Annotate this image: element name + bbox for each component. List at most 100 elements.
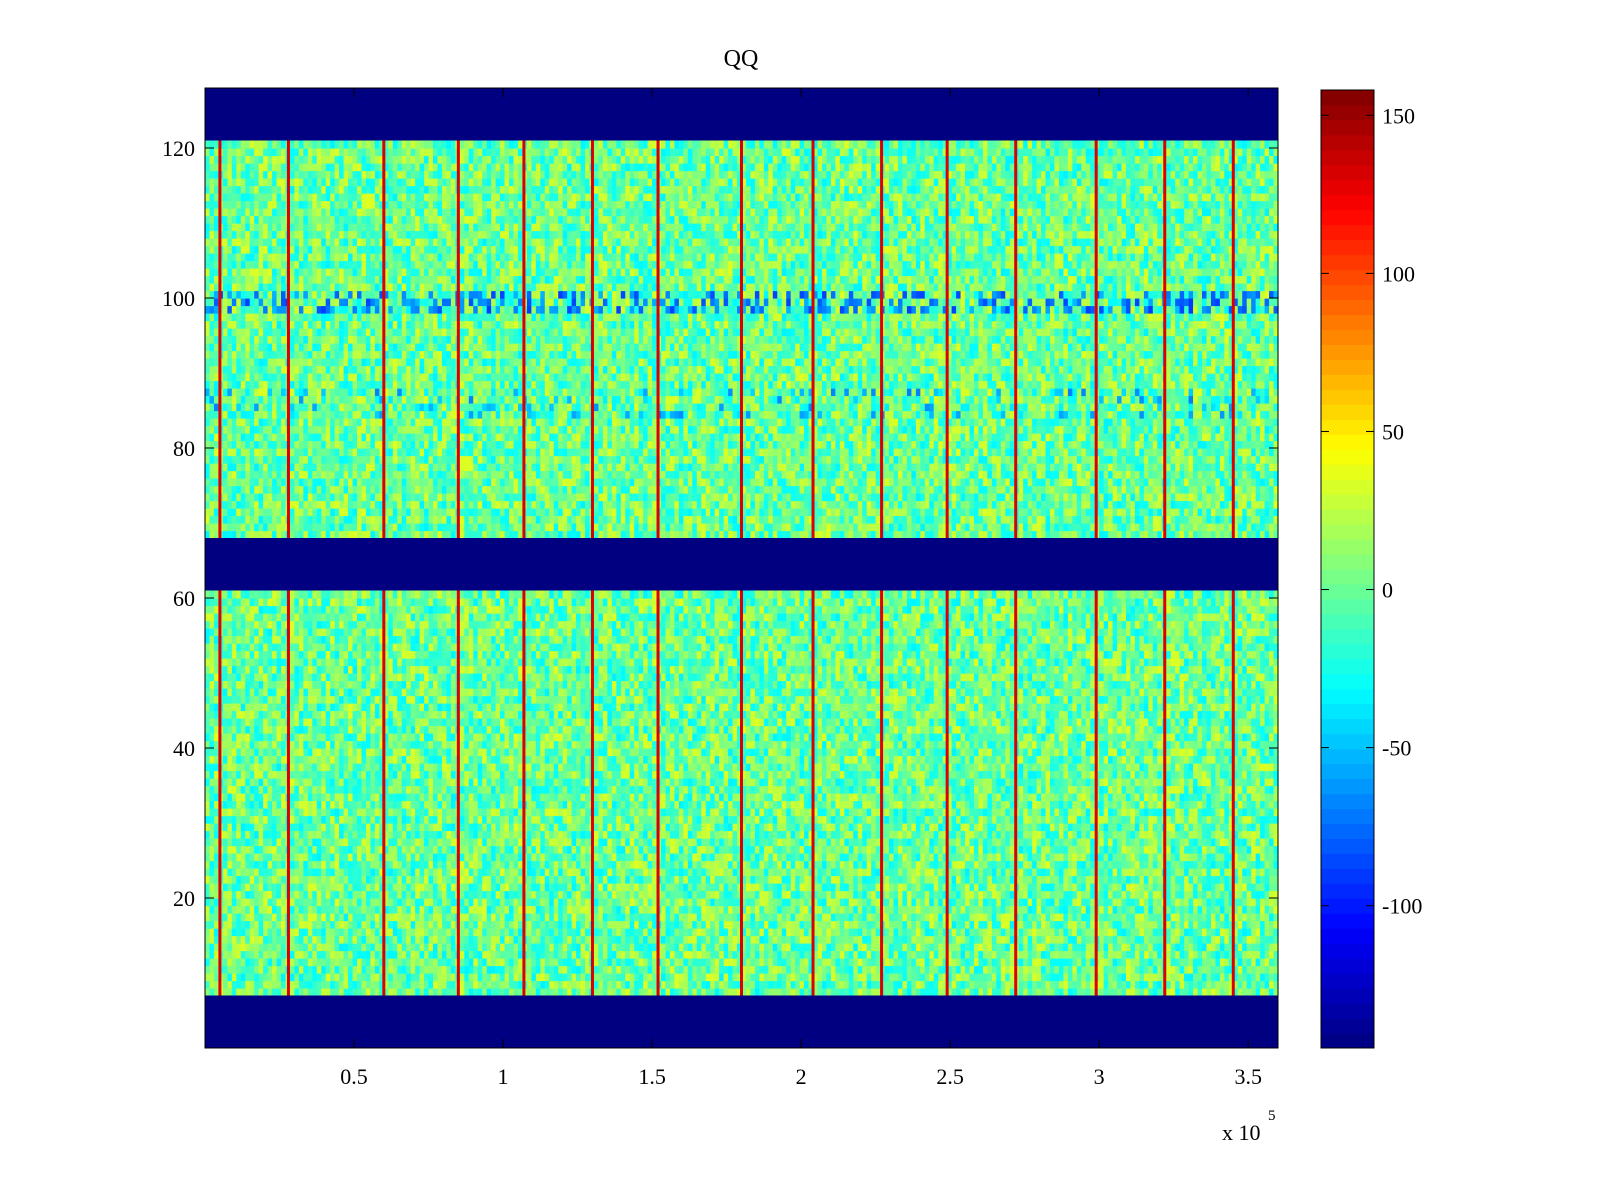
- heatmap-cell: [1103, 913, 1109, 922]
- heatmap-cell: [893, 868, 899, 877]
- heatmap-cell: [348, 950, 354, 959]
- heatmap-cell: [821, 860, 828, 869]
- heatmap-cell: [1143, 980, 1149, 989]
- heatmap-cell: [1027, 965, 1033, 974]
- heatmap-cell: [893, 905, 899, 914]
- heatmap-cell: [737, 883, 743, 892]
- heatmap-cell: [222, 935, 228, 944]
- heatmap-cell: [1175, 980, 1181, 989]
- heatmap-cell: [1045, 913, 1051, 922]
- heatmap-cell: [835, 965, 841, 974]
- heatmap-cell: [638, 980, 644, 989]
- heatmap-cell: [808, 883, 814, 892]
- heatmap-cell: [947, 913, 953, 922]
- heatmap-cell: [1108, 943, 1114, 952]
- heatmap-cell: [1224, 935, 1230, 944]
- heatmap-cell: [424, 845, 430, 854]
- heatmap-cell: [1210, 980, 1217, 989]
- heatmap-cell: [339, 920, 345, 929]
- heatmap-cell: [1121, 860, 1127, 869]
- heatmap-cell: [598, 853, 604, 862]
- heatmap-cell: [661, 860, 667, 869]
- heatmap-cell: [799, 860, 805, 869]
- heatmap-cell: [929, 950, 935, 959]
- heatmap-cell: [1045, 905, 1051, 914]
- heatmap-cell: [397, 838, 403, 847]
- heatmap-cell: [1041, 973, 1047, 982]
- heatmap-cell: [678, 988, 684, 997]
- heatmap-cell: [947, 928, 953, 937]
- heatmap-cell: [245, 965, 251, 974]
- heatmap-cell: [683, 943, 689, 952]
- heatmap-cell: [1188, 868, 1194, 877]
- heatmap-cell: [593, 845, 600, 854]
- heatmap-cell: [1152, 943, 1158, 952]
- heatmap-cell: [1090, 913, 1096, 922]
- heatmap-cell: [419, 988, 425, 997]
- heatmap-cell: [1005, 950, 1011, 959]
- heatmap-cell: [370, 950, 376, 959]
- heatmap-cell: [906, 890, 912, 899]
- heatmap-cell: [1175, 883, 1181, 892]
- heatmap-cell: [960, 943, 966, 952]
- heatmap-cell: [835, 890, 841, 899]
- heatmap-cell: [830, 845, 836, 854]
- heatmap-cell: [969, 905, 975, 914]
- heatmap-cell: [1264, 973, 1270, 982]
- heatmap-cell: [848, 845, 854, 854]
- heatmap-cell: [906, 988, 912, 997]
- heatmap-cell: [491, 845, 497, 854]
- heatmap-cell: [513, 845, 519, 854]
- heatmap-cell: [602, 875, 608, 884]
- heatmap-cell: [982, 988, 988, 997]
- heatmap-cell: [638, 898, 644, 907]
- heatmap-cell: [960, 920, 966, 929]
- heatmap-cell: [383, 958, 389, 967]
- heatmap-cell: [468, 928, 474, 937]
- heatmap-cell: [1170, 988, 1176, 997]
- heatmap-cell: [1072, 958, 1078, 967]
- heatmap-cell: [289, 853, 296, 862]
- heatmap-cell: [969, 958, 975, 967]
- heatmap-cell: [231, 980, 237, 989]
- heatmap-cell: [692, 973, 698, 982]
- heatmap-cell: [911, 950, 917, 959]
- heatmap-cell: [611, 943, 617, 952]
- heatmap-cell: [786, 890, 792, 899]
- heatmap-cell: [889, 898, 895, 907]
- heatmap-cell: [459, 898, 465, 907]
- heatmap-cell: [853, 980, 859, 989]
- heatmap-cell: [1251, 943, 1257, 952]
- heatmap-cell: [884, 890, 890, 899]
- heatmap-cell: [1215, 853, 1221, 862]
- heatmap-cell: [441, 913, 448, 922]
- heatmap-cell: [1246, 905, 1252, 914]
- heatmap-cell: [1143, 950, 1149, 959]
- heatmap-cell: [388, 838, 394, 847]
- heatmap-cell: [808, 943, 814, 952]
- heatmap-cell: [647, 845, 653, 854]
- heatmap-cell: [951, 920, 957, 929]
- heatmap-cell: [281, 950, 287, 959]
- heatmap-cell: [768, 883, 774, 892]
- heatmap-cell: [249, 853, 255, 862]
- heatmap-cell: [830, 928, 836, 937]
- heatmap-cell: [759, 883, 765, 892]
- heatmap-cell: [289, 935, 296, 944]
- heatmap-cell: [1072, 845, 1078, 854]
- heatmap-cell: [723, 920, 729, 929]
- heatmap-cell: [580, 973, 586, 982]
- heatmap-cell: [1242, 853, 1248, 862]
- heatmap-cell: [441, 868, 448, 877]
- heatmap-cell: [795, 838, 801, 847]
- heatmap-cell: [227, 845, 233, 854]
- heatmap-cell: [1179, 973, 1185, 982]
- heatmap-cell: [1018, 845, 1024, 854]
- heatmap-cell: [549, 965, 555, 974]
- heatmap-cell: [1152, 950, 1158, 959]
- heatmap-cell: [361, 935, 367, 944]
- heatmap-cell: [938, 958, 944, 967]
- heatmap-cell: [1166, 845, 1172, 854]
- heatmap-cell: [450, 920, 456, 929]
- heatmap-cell: [392, 935, 398, 944]
